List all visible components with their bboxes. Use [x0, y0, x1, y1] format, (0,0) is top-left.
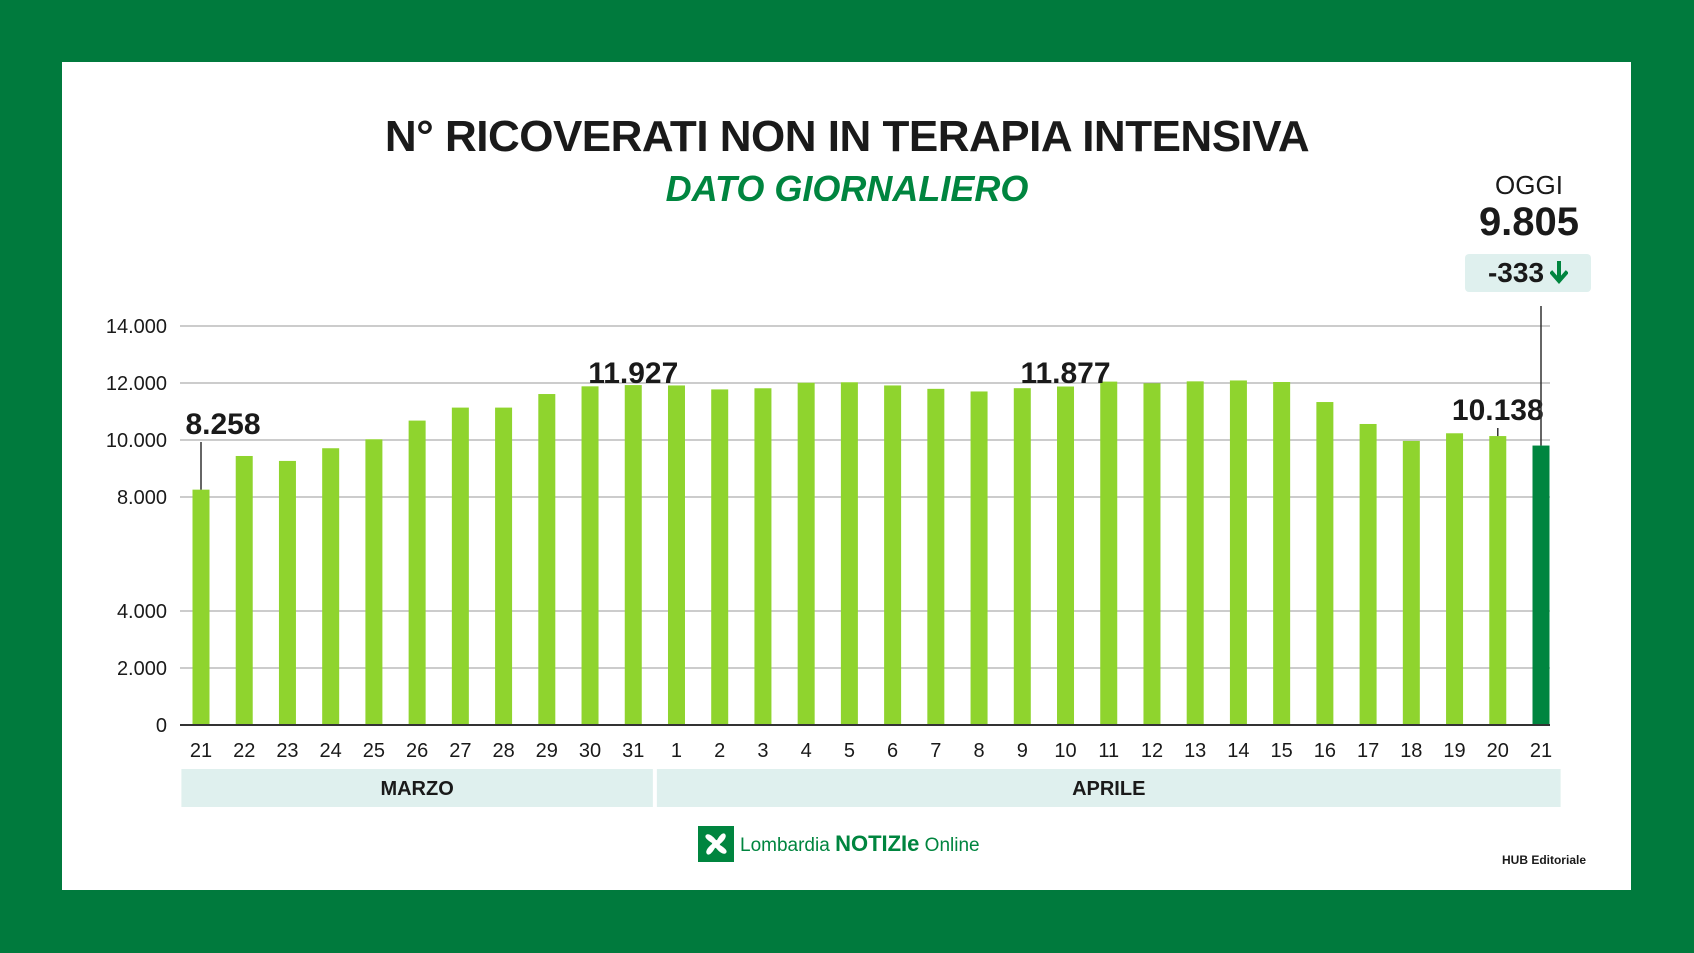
annotation-label: 8.258 [185, 408, 260, 441]
x-tick-label: 27 [449, 740, 471, 762]
x-tick-label: 14 [1227, 740, 1249, 762]
x-tick-label: 6 [887, 740, 898, 762]
bar [322, 448, 340, 725]
bar [927, 388, 945, 725]
x-tick-label: 5 [844, 740, 855, 762]
x-tick-label: 18 [1400, 740, 1422, 762]
annotation-label: 11.927 [588, 357, 678, 390]
bar [1057, 386, 1075, 725]
month-label: APRILE [1072, 778, 1145, 800]
x-tick-label: 30 [579, 740, 601, 762]
bar [451, 407, 469, 725]
bar [538, 394, 556, 725]
bar [711, 389, 729, 725]
annotation-label: 11.877 [1020, 357, 1110, 390]
chart-subtitle: DATO GIORNALIERO [665, 168, 1029, 209]
bar [1229, 380, 1247, 725]
bar [624, 385, 642, 725]
today-label: OGGI [1495, 170, 1563, 200]
bar [278, 460, 296, 725]
x-tick-label: 26 [406, 740, 428, 762]
y-tick-label: 4.000 [117, 601, 167, 623]
month-band [181, 769, 653, 807]
logo-mark-icon [698, 826, 734, 862]
bar [581, 386, 599, 725]
today-delta-badge: -333 [1465, 254, 1591, 292]
x-tick-label: 8 [974, 740, 985, 762]
x-tick-label: 17 [1357, 740, 1379, 762]
today-value: 9.805 [1478, 200, 1580, 244]
bar [192, 489, 210, 725]
bar [1186, 381, 1204, 725]
bar [754, 388, 772, 725]
x-tick-label: 19 [1443, 740, 1465, 762]
x-tick-label: 11 [1098, 740, 1119, 762]
y-tick-label: 10.000 [106, 430, 167, 452]
bar [495, 407, 513, 725]
logo-text: Lombardia NOTIZIe Online [740, 831, 980, 857]
x-tick-label: 31 [622, 740, 644, 762]
x-tick-label: 9 [1017, 740, 1028, 762]
chart-title: N° RICOVERATI NON IN TERAPIA INTENSIVA [384, 112, 1310, 161]
y-tick-label: 2.000 [117, 658, 167, 680]
y-tick-label: 8.000 [117, 487, 167, 509]
bar [1489, 436, 1507, 725]
x-tick-label: 3 [757, 740, 768, 762]
x-tick-label: 13 [1184, 740, 1206, 762]
month-band [656, 769, 1561, 807]
bar [1316, 402, 1334, 725]
x-tick-label: 23 [276, 740, 298, 762]
bar [1100, 381, 1118, 725]
x-tick-label: 16 [1314, 740, 1336, 762]
x-tick-label: 21 [190, 740, 212, 762]
lombardia-notizie-logo: Lombardia NOTIZIe Online [698, 826, 980, 862]
x-tick-label: 21 [1530, 740, 1552, 762]
bar [840, 382, 858, 725]
bar [1143, 383, 1161, 725]
bar [970, 391, 988, 725]
annotation-label: 10.138 [1452, 394, 1544, 427]
today-delta-value: -333 [1487, 257, 1545, 288]
x-tick-label: 10 [1054, 740, 1076, 762]
x-tick-label: 12 [1141, 740, 1163, 762]
x-tick-label: 4 [801, 740, 812, 762]
bar [1446, 433, 1464, 725]
bar-today [1532, 445, 1550, 725]
bar [1013, 388, 1031, 725]
x-tick-label: 2 [714, 740, 725, 762]
bar [884, 385, 902, 725]
bar [1273, 382, 1291, 725]
bar [235, 455, 253, 725]
x-tick-label: 15 [1271, 740, 1293, 762]
x-tick-label: 20 [1487, 740, 1509, 762]
x-tick-label: 24 [320, 740, 342, 762]
x-tick-label: 7 [930, 740, 941, 762]
x-tick-label: 28 [492, 740, 514, 762]
bar [667, 385, 685, 725]
bar [408, 420, 426, 725]
credit-text: HUB Editoriale [1501, 853, 1586, 867]
bar [365, 439, 383, 725]
x-tick-label: 29 [536, 740, 558, 762]
month-label: MARZO [380, 778, 453, 800]
arrow-down-icon [1550, 261, 1569, 285]
bar [797, 382, 815, 725]
y-tick-label: 12.000 [106, 373, 167, 395]
bar [1359, 423, 1377, 725]
logo-text-part3: Online [919, 835, 980, 856]
x-tick-label: 1 [671, 740, 682, 762]
logo-text-part1: Lombardia [740, 835, 836, 856]
x-tick-label: 22 [233, 740, 255, 762]
bar [1402, 440, 1420, 725]
logo-text-part2: NOTIZIe [835, 831, 920, 856]
y-tick-label: 0 [156, 715, 167, 737]
x-tick-label: 25 [363, 740, 385, 762]
y-tick-label: 14.000 [106, 316, 167, 338]
